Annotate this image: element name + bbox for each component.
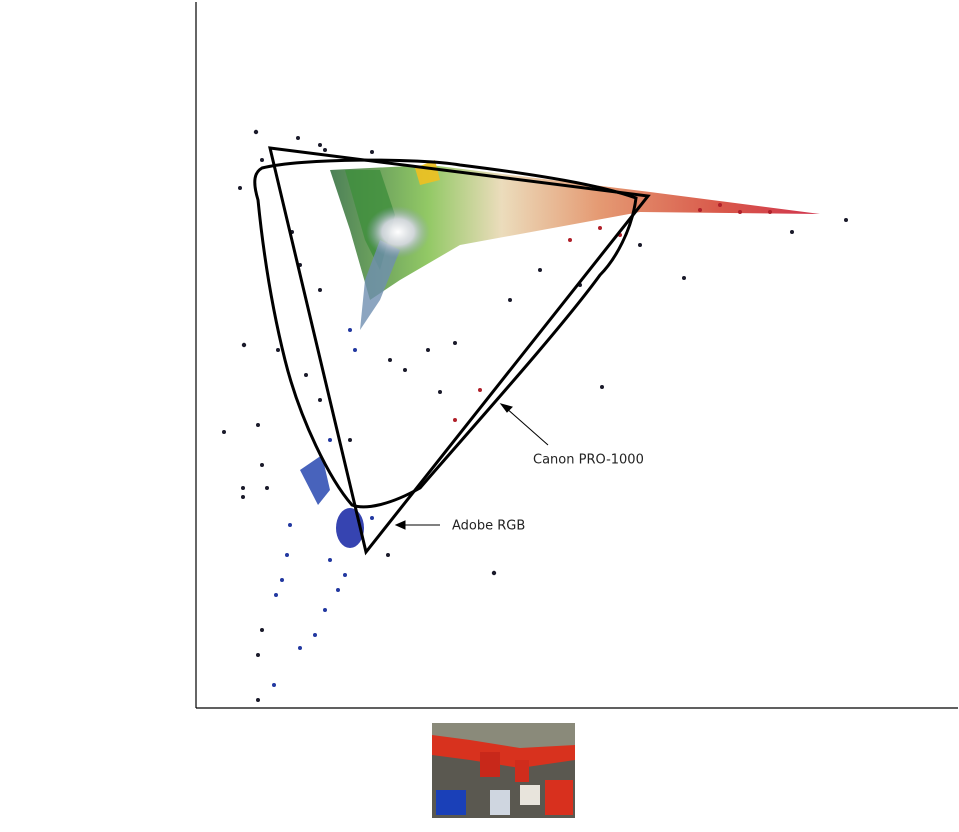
scatter-dots — [222, 129, 848, 702]
axes — [195, 2, 958, 709]
color-cloud — [300, 160, 820, 548]
thumbnail-image — [432, 723, 575, 818]
adobe-rgb-gamut — [268, 146, 651, 556]
scatter-dots-red — [453, 203, 772, 422]
annotation-arrows — [394, 403, 549, 530]
annotation-label: Canon PRO-1000 — [533, 453, 644, 468]
scatter-dots-blue — [272, 328, 374, 687]
annotation-label: Adobe RGB — [452, 519, 525, 534]
canon-gamut — [253, 158, 638, 509]
